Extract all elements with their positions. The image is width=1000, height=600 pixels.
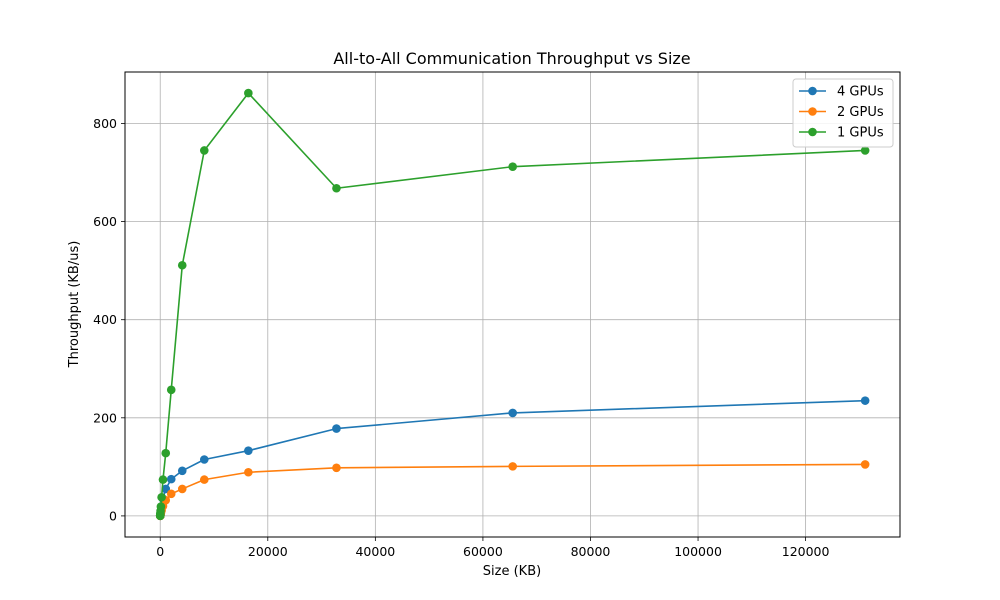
data-point-1-gpus	[199, 146, 209, 155]
legend-marker-2-gpus	[808, 107, 817, 116]
x-tick-label: 80000	[571, 544, 611, 559]
series-line-2-gpus	[159, 463, 866, 517]
data-point-1-gpus	[156, 502, 166, 511]
chart-title: All-to-All Communication Throughput vs S…	[333, 49, 690, 68]
data-point-1-gpus	[860, 146, 870, 155]
x-tick-label: 120000	[782, 544, 830, 559]
series-1-gpus	[155, 88, 870, 521]
legend: 4 GPUs 2 GPUs 1 GPUs	[792, 78, 894, 148]
legend-label-4-gpus: 4 GPUs	[837, 85, 884, 100]
data-point-2-gpus	[860, 460, 870, 469]
data-point-1-gpus	[244, 88, 253, 98]
data-point-2-gpus	[332, 463, 341, 473]
x-axis-label: Size (KB)	[483, 564, 541, 579]
x-tick-label: 20000	[248, 544, 288, 559]
data-point-1-gpus	[158, 475, 168, 484]
x-tick-label: 100000	[674, 544, 722, 559]
legend-marker-1-gpus	[808, 127, 817, 137]
legend-label-2-gpus: 2 GPUs	[837, 105, 884, 120]
y-tick-label: 400	[93, 312, 117, 327]
data-point-1-gpus	[508, 162, 517, 171]
legend-marker-4-gpus	[808, 86, 817, 96]
y-tick-label: 0	[109, 508, 117, 523]
series-layer	[155, 88, 870, 521]
data-point-1-gpus	[157, 492, 166, 502]
data-point-1-gpus	[161, 448, 171, 458]
data-point-4-gpus	[161, 484, 171, 494]
plot-frame	[124, 71, 901, 538]
x-tick-label: 60000	[463, 544, 503, 559]
data-point-4-gpus	[508, 408, 517, 418]
data-point-2-gpus	[508, 462, 517, 471]
data-point-4-gpus	[199, 455, 209, 464]
data-point-1-gpus	[166, 385, 176, 395]
data-point-2-gpus	[177, 484, 187, 494]
data-point-4-gpus	[860, 396, 870, 405]
x-tick-label: 40000	[355, 544, 395, 559]
legend-box	[792, 78, 894, 148]
series-line-1-gpus	[159, 92, 866, 517]
grid-layer	[125, 72, 900, 537]
series-2-gpus	[155, 460, 870, 521]
data-point-2-gpus	[166, 489, 176, 499]
data-point-2-gpus	[244, 467, 253, 477]
y-tick-label: 600	[93, 214, 117, 229]
ticks-layer: 0 20000 40000 60000 80000 100000 120000 0 200 400…	[93, 116, 829, 559]
data-point-1-gpus	[332, 183, 341, 193]
y-axis-label: Throughput (KB/us)	[67, 241, 82, 369]
data-point-2-gpus	[199, 475, 209, 484]
y-tick-label: 200	[93, 410, 117, 425]
legend-label-1-gpus: 1 GPUs	[837, 126, 884, 141]
y-tick-label: 800	[93, 116, 117, 131]
x-tick-label: 0	[156, 544, 164, 559]
data-point-4-gpus	[166, 474, 176, 484]
series-4-gpus	[155, 396, 870, 521]
data-point-4-gpus	[332, 424, 341, 433]
data-point-4-gpus	[177, 466, 187, 476]
data-point-1-gpus	[177, 260, 187, 270]
data-point-4-gpus	[244, 446, 253, 455]
